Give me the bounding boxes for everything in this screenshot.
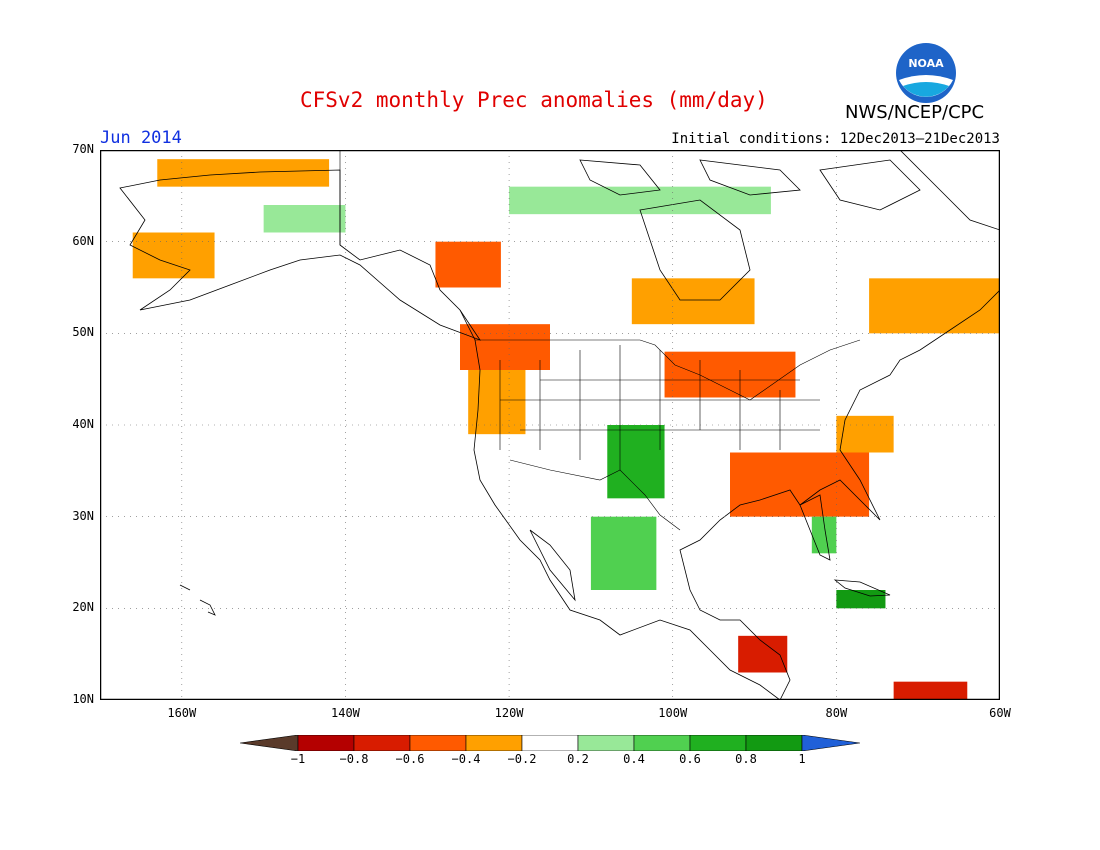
- lat-tick-label: 70N: [72, 142, 94, 156]
- colorbar-tick-label: −0.6: [395, 752, 425, 766]
- colorbar-segment: [577, 735, 635, 751]
- forecast-month: Jun 2014: [100, 128, 182, 148]
- anomaly-region: [435, 241, 501, 288]
- florida: [799, 494, 831, 561]
- hudson-bay: [639, 199, 751, 301]
- lat-tick-label: 40N: [72, 417, 94, 431]
- colorbar-tick-label: −1: [290, 752, 306, 766]
- lat-tick-label: 60N: [72, 233, 94, 248]
- anomaly-region: [460, 324, 550, 370]
- anomaly-region: [509, 186, 771, 215]
- anomaly-region: [132, 232, 215, 279]
- anomaly-region: [590, 516, 657, 590]
- greenland-edge: [899, 150, 1000, 231]
- anomaly-region: [664, 351, 796, 398]
- hawaii: [179, 584, 216, 616]
- colorbar-tick-label: 0.6: [679, 752, 701, 766]
- pacific-coast-us: [459, 309, 781, 700]
- colorbar-low-arrow: [240, 735, 299, 751]
- us-state-lines: [499, 345, 820, 470]
- lat-tick-label: 20N: [72, 600, 94, 615]
- noaa-logo: NOAA: [896, 43, 956, 103]
- anomaly-region: [893, 681, 968, 700]
- anomaly-region: [730, 452, 870, 517]
- colorbar: [240, 735, 860, 751]
- anomaly-region: [836, 415, 894, 453]
- colorbar-segment: [465, 735, 523, 751]
- colorbar-high-arrow: [801, 735, 860, 751]
- map-border: [100, 150, 1000, 700]
- map-frame: [100, 150, 1000, 700]
- colorbar-segment: [297, 735, 355, 751]
- lon-tick-label: 160W: [167, 706, 197, 720]
- lon-tick-label: 60W: [989, 706, 1011, 720]
- lat-lon-grid: [100, 150, 1000, 700]
- border-layer: [339, 150, 861, 531]
- anomaly-region: [631, 278, 755, 325]
- lat-tick-label: 30N: [72, 508, 94, 523]
- colorbar-segment: [353, 735, 411, 751]
- canadian-islands: [579, 159, 921, 211]
- colorbar-segment: [409, 735, 467, 751]
- colorbar-segment: [633, 735, 691, 751]
- lon-tick-label: 100W: [658, 706, 688, 720]
- colorbar-tick-label: 0.8: [735, 752, 757, 766]
- anomaly-region: [738, 635, 788, 673]
- lat-tick-label: 10N: [72, 692, 94, 706]
- anomaly-map: [100, 150, 1000, 700]
- lon-tick-label: 140W: [331, 706, 360, 720]
- colorbar-tick-label: −0.8: [339, 752, 369, 766]
- colorbar-segment: [745, 735, 803, 751]
- map-title: CFSv2 monthly Prec anomalies (mm/day): [300, 88, 768, 112]
- colorbar-tick-label: 0.4: [623, 752, 645, 766]
- anomaly-region: [869, 278, 1000, 334]
- noaa-logo-text: NOAA: [908, 57, 944, 70]
- colorbar-tick-label: −0.4: [451, 752, 481, 766]
- anomaly-region: [263, 205, 346, 233]
- anomaly-region: [607, 425, 665, 499]
- colorbar-tick-label: 0.2: [567, 752, 589, 766]
- baja-california: [529, 529, 576, 602]
- initial-conditions: Initial conditions: 12Dec2013–21Dec2013: [671, 131, 1000, 147]
- lon-tick-label: 80W: [825, 706, 848, 720]
- colorbar-tick-label: −0.2: [507, 752, 537, 766]
- agency-label: NWS/NCEP/CPC: [845, 102, 985, 123]
- colorbar-segment: [689, 735, 747, 751]
- anomaly-region: [836, 590, 886, 609]
- anomaly-region: [468, 370, 526, 435]
- colorbar-tick-label: 1: [798, 752, 806, 766]
- colorbar-segment: [521, 735, 579, 751]
- lon-tick-label: 120W: [494, 706, 524, 720]
- lat-tick-label: 50N: [72, 325, 94, 340]
- cuba: [833, 579, 891, 597]
- anomaly-layer: [132, 159, 1000, 700]
